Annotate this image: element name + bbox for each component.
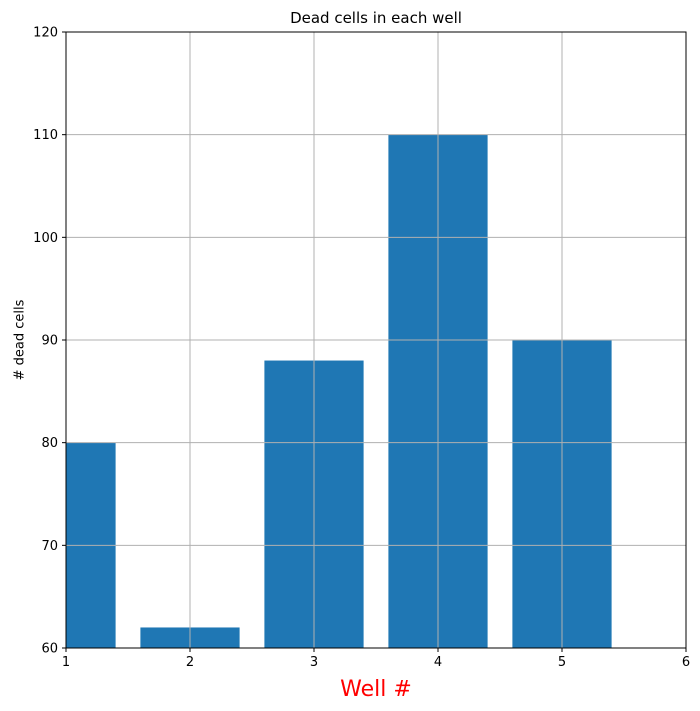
- y-tick-label: 60: [41, 642, 58, 657]
- y-tick-label: 110: [33, 128, 58, 143]
- y-axis-ticks: 60 70 80 90 100 110 120: [33, 26, 66, 657]
- x-tick-label: 5: [558, 655, 566, 670]
- plot-area: [66, 32, 686, 648]
- chart-title: Dead cells in each well: [290, 9, 462, 27]
- y-tick-label: 80: [41, 436, 58, 451]
- y-tick-label: 90: [41, 334, 58, 349]
- x-tick-label: 4: [434, 655, 442, 670]
- x-tick-label: 3: [310, 655, 318, 670]
- y-tick-label: 120: [33, 26, 58, 41]
- x-axis-ticks: 1 2 3 4 5 6: [62, 648, 690, 670]
- x-axis-label: Well #: [340, 677, 412, 702]
- y-tick-label: 100: [33, 231, 58, 246]
- y-tick-label: 70: [41, 539, 58, 554]
- grid-overlay: [66, 32, 686, 648]
- y-axis-label: # dead cells: [13, 299, 28, 380]
- x-tick-label: 6: [682, 655, 690, 670]
- x-tick-label: 1: [62, 655, 70, 670]
- x-tick-label: 2: [186, 655, 194, 670]
